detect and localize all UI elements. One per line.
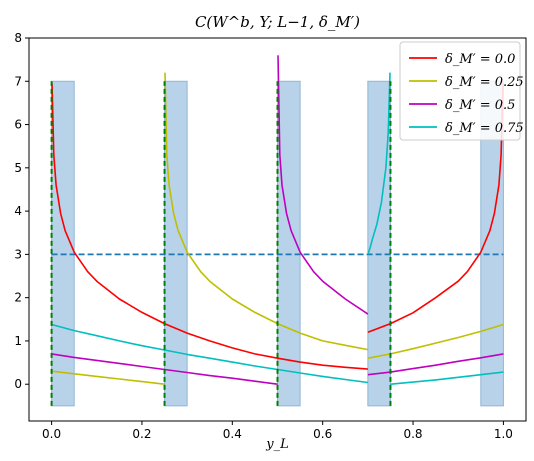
- legend-label-2: δ_M′ = 0.5: [445, 98, 515, 113]
- x-tick-label-5: 1.0: [494, 427, 513, 441]
- x-tick-label-2: 0.4: [223, 427, 242, 441]
- y-tick-label-6: 6: [14, 118, 22, 132]
- series-0-segment-1: [367, 83, 504, 334]
- legend-label-1: δ_M′ = 0.25: [445, 75, 524, 90]
- chart-title: C(W^b, Y; L−1, δ_M′): [195, 13, 360, 31]
- y-tick-label-8: 8: [14, 31, 22, 45]
- series-3-segment-1: [367, 72, 391, 255]
- y-tick-label-5: 5: [14, 161, 22, 175]
- x-axis-label-text: y_L: [265, 437, 288, 452]
- axes-frame: [28, 37, 527, 422]
- series-3-segment-2: [390, 371, 504, 385]
- x-tick-label-4: 0.8: [403, 427, 422, 441]
- series-1-segment-1: [164, 72, 369, 351]
- y-tick-label-4: 4: [14, 204, 22, 218]
- legend: δ_M′ = 0.0 δ_M′ = 0.25 δ_M′ = 0.5 δ_M′ = 0.…: [399, 41, 524, 141]
- x-axis-label: y_L: [265, 437, 288, 452]
- plot-inner: [50, 55, 504, 407]
- legend-label-3: δ_M′ = 0.75: [445, 121, 524, 136]
- x-tick-label-3: 0.6: [313, 427, 332, 441]
- y-tick-label-0: 0: [14, 377, 22, 391]
- y-tick-label-1: 1: [14, 334, 22, 348]
- series-0-segment-0: [51, 83, 368, 370]
- y-tick-label-7: 7: [14, 74, 22, 88]
- series-3-segment-0: [51, 323, 369, 384]
- legend-label-0: δ_M′ = 0.0: [445, 52, 515, 67]
- y-tick-label-3: 3: [14, 247, 22, 261]
- legend-box: [399, 41, 521, 141]
- x-tick-label-0: 0.0: [42, 427, 61, 441]
- x-tick-label-1: 0.2: [132, 427, 151, 441]
- y-tick-label-2: 2: [14, 291, 22, 305]
- series-1-segment-0: [51, 370, 165, 385]
- plot-area: 0.0 0.2 0.4 0.6 0.8 1.0 0 1 2 3 4 5 6 7 8: [14, 31, 527, 441]
- series-2-segment-1: [277, 55, 369, 315]
- title-text: C(W^b, Y; L−1, δ_M′): [195, 13, 360, 31]
